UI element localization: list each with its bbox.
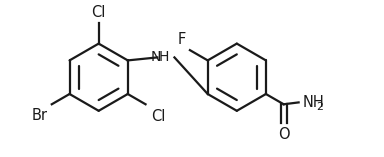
Text: F: F [178, 32, 186, 47]
Text: Br: Br [31, 108, 47, 123]
Text: Cl: Cl [91, 5, 106, 20]
Text: 2: 2 [316, 102, 323, 112]
Text: N: N [151, 50, 161, 64]
Text: Cl: Cl [151, 109, 166, 124]
Text: NH: NH [302, 95, 324, 110]
Text: O: O [278, 127, 290, 142]
Text: H: H [159, 50, 169, 64]
